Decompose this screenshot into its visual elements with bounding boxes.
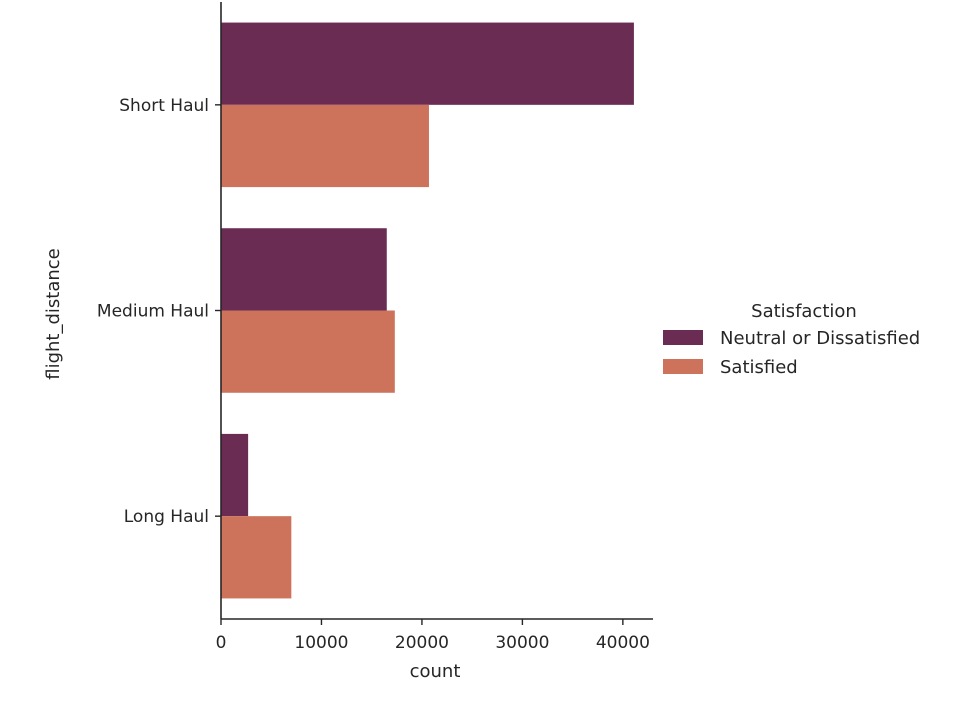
x-tick-label: 20000 — [395, 633, 449, 653]
bar-medium-haul-satisfied — [221, 310, 395, 393]
y-tick-label: Long Haul — [124, 507, 209, 527]
bar-long-haul-neutral-or-dissatisfied — [221, 433, 249, 517]
bars-group — [221, 22, 634, 599]
x-tick-label: 30000 — [495, 633, 549, 653]
x-tick-label: 40000 — [596, 633, 650, 653]
y-tick-label: Short Haul — [119, 96, 209, 116]
x-ticks: 0 10000 20000 30000 40000 — [216, 619, 650, 653]
bar-long-haul-satisfied — [221, 516, 292, 599]
legend-swatch-neutral-or-dissatisfied — [663, 330, 703, 345]
y-axis-label: flight_distance — [43, 248, 64, 380]
legend-label-satisfied: Satisfied — [720, 357, 798, 378]
y-tick-label: Medium Haul — [97, 302, 209, 322]
legend-title: Satisfaction — [751, 301, 857, 322]
legend: Satisfaction Neutral or Dissatisfied Sati… — [663, 301, 920, 378]
x-tick-label: 10000 — [294, 633, 348, 653]
y-ticks: Short Haul Medium Haul Long Haul — [97, 96, 221, 527]
legend-label-neutral-or-dissatisfied: Neutral or Dissatisfied — [720, 328, 920, 349]
bar-medium-haul-neutral-or-dissatisfied — [221, 228, 387, 311]
legend-swatch-satisfied — [663, 359, 703, 374]
x-tick-label: 0 — [216, 633, 227, 653]
bar-short-haul-satisfied — [221, 104, 429, 188]
x-axis-label: count — [410, 661, 461, 682]
bar-short-haul-neutral-or-dissatisfied — [221, 22, 634, 105]
